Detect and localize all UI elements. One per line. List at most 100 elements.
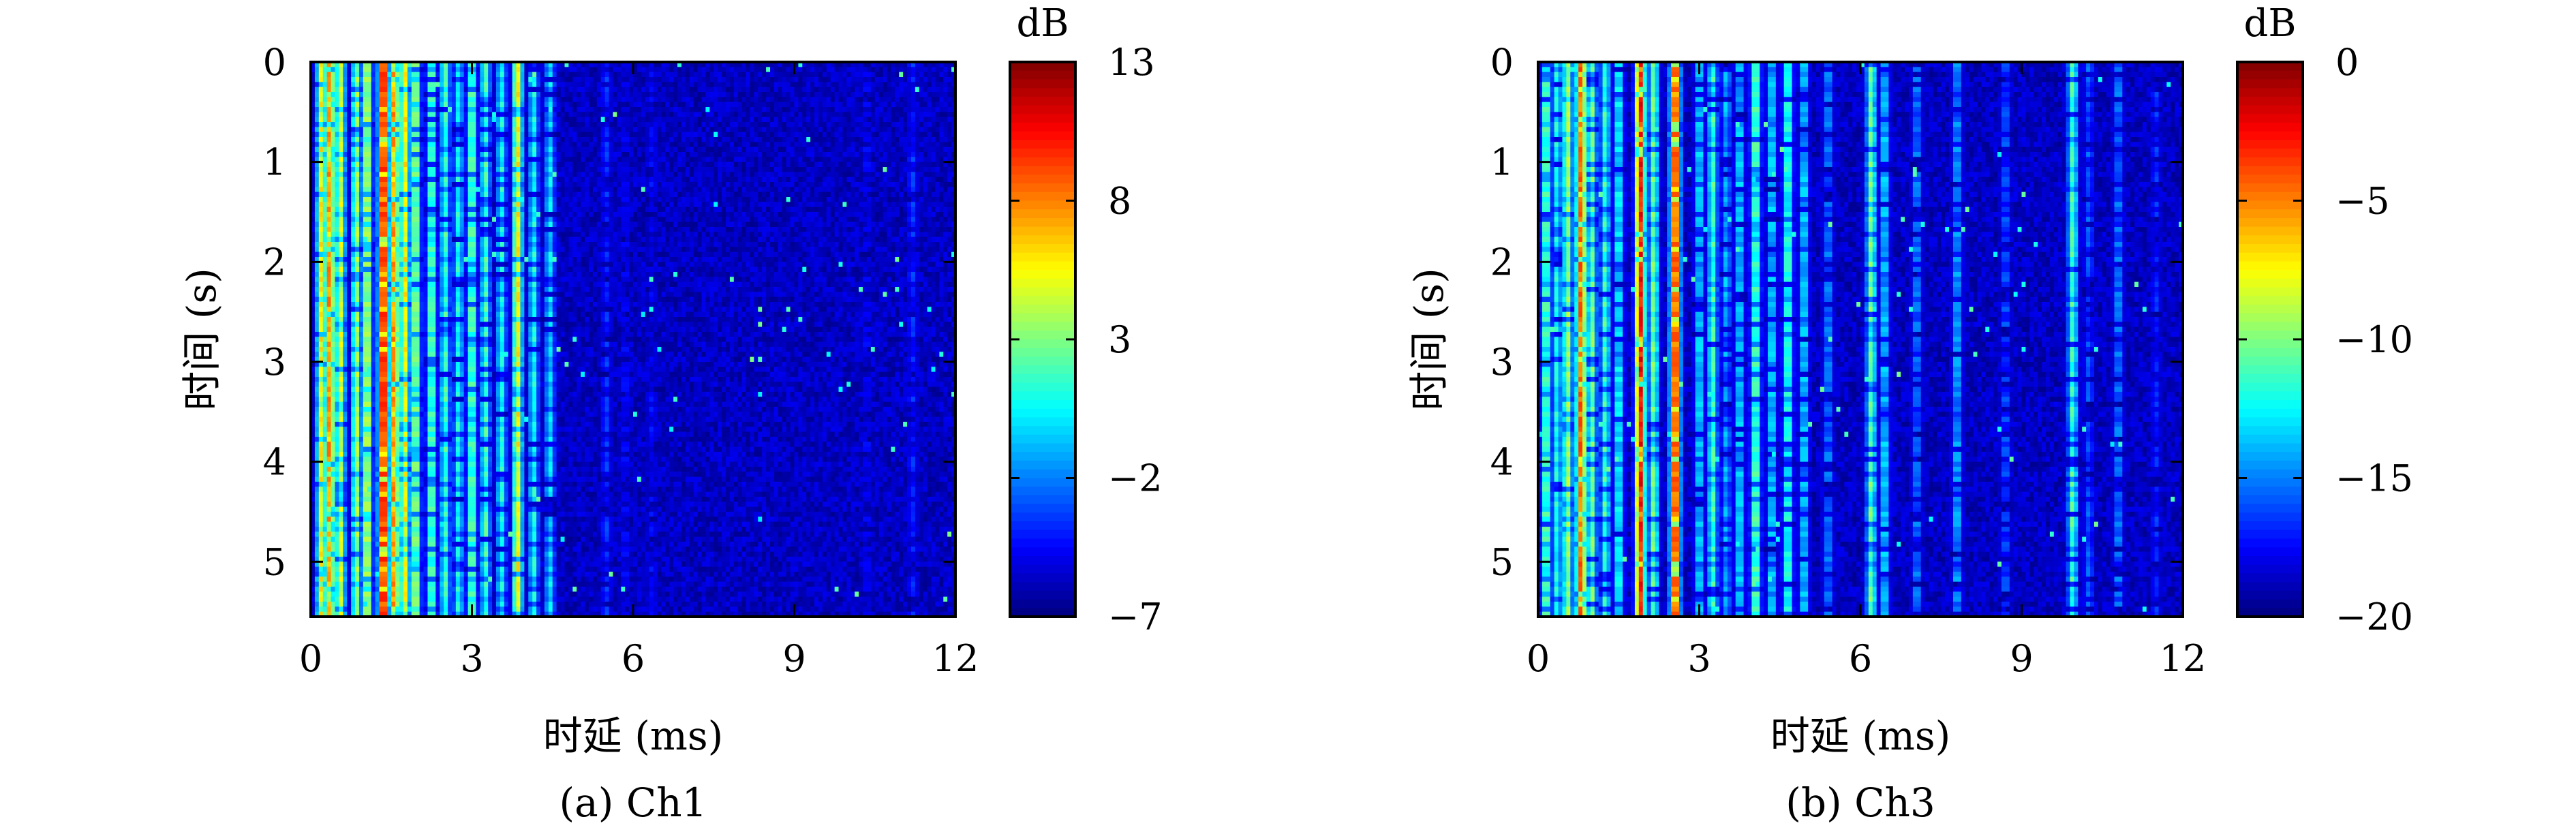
heatmap-cell — [395, 197, 400, 202]
heatmap-cell — [737, 182, 743, 187]
heatmap-cell — [451, 172, 457, 178]
heatmap-cell — [415, 72, 420, 78]
heatmap-cell — [544, 202, 549, 208]
heatmap-cell — [919, 62, 924, 67]
heatmap-cell — [842, 62, 847, 67]
heatmap-cell — [548, 112, 553, 118]
heatmap-cell — [581, 152, 585, 157]
heatmap-cell — [609, 152, 614, 157]
heatmap-cell — [657, 137, 662, 142]
heatmap-cell — [915, 187, 920, 193]
heatmap-cell — [939, 122, 944, 127]
heatmap-cell — [318, 77, 324, 82]
heatmap-cell — [383, 62, 388, 67]
heatmap-cell — [331, 132, 336, 138]
heatmap-cell — [947, 197, 952, 202]
heatmap-cell — [762, 172, 767, 178]
heatmap-cell — [596, 172, 602, 178]
heatmap-cell — [794, 67, 799, 73]
heatmap-cell — [883, 142, 888, 148]
heatmap-cell — [604, 161, 610, 168]
heatmap-cell — [633, 167, 638, 172]
heatmap-cell — [581, 206, 585, 213]
heatmap-cell — [588, 72, 594, 78]
heatmap-cell — [822, 92, 827, 97]
heatmap-cell — [883, 161, 888, 168]
heatmap-cell — [693, 157, 699, 163]
heatmap-cell — [899, 77, 904, 82]
heatmap-cell — [834, 127, 840, 133]
heatmap-cell — [540, 187, 545, 193]
heatmap-cell — [548, 157, 553, 163]
heatmap-cell — [653, 202, 658, 208]
heatmap-cell — [318, 102, 324, 108]
heatmap-cell — [440, 217, 444, 223]
heatmap-cell — [665, 77, 670, 82]
heatmap-cell — [850, 182, 855, 187]
heatmap-cell — [322, 152, 328, 157]
heatmap-cell — [314, 87, 320, 93]
heatmap-cell — [399, 97, 404, 103]
heatmap-cell — [846, 122, 851, 127]
heatmap-cell — [609, 67, 614, 73]
heatmap-cell — [548, 107, 553, 112]
heatmap-cell — [830, 167, 835, 172]
heatmap-cell — [907, 112, 912, 118]
heatmap-cell — [891, 62, 895, 67]
heatmap-cell — [915, 132, 920, 138]
heatmap-cell — [887, 122, 891, 127]
heatmap-cell — [524, 102, 529, 108]
heatmap-cell — [770, 87, 775, 93]
heatmap-cell — [729, 157, 735, 163]
heatmap-cell — [556, 102, 562, 108]
heatmap-cell — [621, 72, 626, 78]
heatmap-cell — [528, 137, 533, 142]
heatmap-cell — [459, 137, 465, 142]
heatmap-cell — [363, 137, 368, 142]
heatmap-cell — [495, 197, 501, 202]
heatmap-cell — [806, 142, 811, 148]
heatmap-cell — [951, 72, 956, 78]
heatmap-cell — [492, 102, 497, 108]
heatmap-cell — [600, 67, 606, 73]
heatmap-cell — [665, 92, 670, 97]
heatmap-cell — [488, 191, 493, 198]
heatmap-cell — [500, 102, 505, 108]
heatmap-cell — [951, 132, 956, 138]
heatmap-cell — [883, 127, 888, 133]
heatmap-cell — [476, 92, 480, 97]
heatmap-cell — [322, 167, 328, 172]
heatmap-cell — [621, 206, 626, 213]
heatmap-cell — [391, 187, 396, 193]
heatmap-cell — [947, 127, 952, 133]
heatmap-cell — [556, 152, 562, 157]
heatmap-cell — [564, 122, 569, 127]
heatmap-cell — [693, 97, 699, 103]
heatmap-cell — [673, 122, 678, 127]
heatmap-cell — [822, 97, 827, 103]
heatmap-cell — [915, 161, 920, 168]
heatmap-cell — [766, 176, 771, 183]
heatmap-cell — [560, 132, 566, 138]
heatmap-cell — [375, 97, 380, 103]
heatmap-cell — [818, 172, 823, 178]
heatmap-cell — [540, 72, 545, 78]
heatmap-cell — [874, 112, 880, 118]
heatmap-cell — [697, 146, 703, 153]
heatmap-cell — [649, 206, 654, 213]
heatmap-cell — [581, 102, 585, 108]
heatmap-cell — [943, 87, 948, 93]
heatmap-cell — [830, 137, 835, 142]
heatmap-cell — [520, 172, 525, 178]
heatmap-cell — [798, 167, 803, 172]
heatmap-cell — [395, 142, 400, 148]
heatmap-cell — [773, 212, 779, 217]
heatmap-cell — [480, 82, 485, 88]
heatmap-cell — [669, 82, 674, 88]
heatmap-cell — [358, 176, 364, 183]
heatmap-cell — [705, 212, 710, 217]
heatmap-cell — [431, 172, 436, 178]
heatmap-cell — [633, 152, 638, 157]
heatmap-cell — [649, 92, 654, 97]
heatmap-cell — [536, 167, 541, 172]
